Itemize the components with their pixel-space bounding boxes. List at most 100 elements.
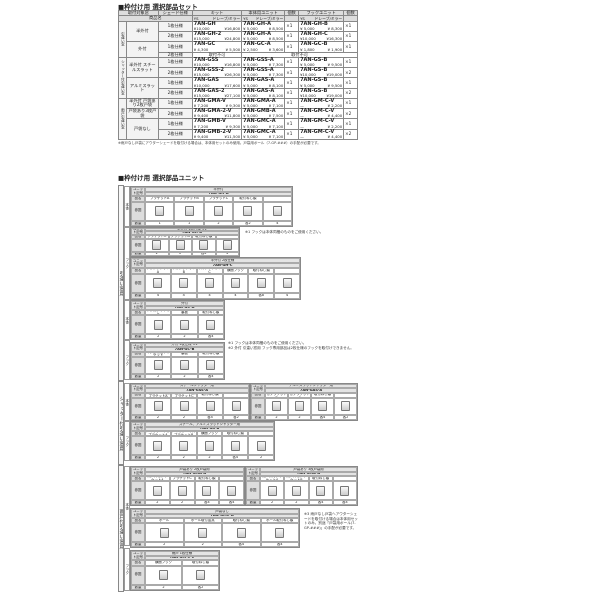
part-illustration (197, 315, 224, 334)
not-available: 取付不可 (191, 51, 243, 58)
part-illustration (288, 397, 311, 416)
qty-label: 数量 (251, 415, 265, 420)
price-headers: YS ドレープ/ミラー (241, 15, 286, 22)
section1-title: 枠付け用 選択部品セット (118, 1, 198, 11)
part-illustration (171, 356, 198, 375)
bracket-icon (184, 206, 194, 217)
unit-title: 半外付 (145, 187, 292, 192)
unit-code-label: ユニット記号 (131, 228, 145, 235)
part-qty: 2 (145, 415, 171, 420)
part-name: 取付ねじ類 (182, 560, 219, 566)
part-name: 雨戸枠付ブラケットA (145, 476, 170, 482)
unit-title: アルミスラットシャッター用 (265, 384, 357, 389)
part-qty: 各4 (197, 374, 224, 379)
bracket-icon (275, 527, 285, 538)
note-3: ※3 雨戸なし戸袋へアウターシェードを取付ける場合は本体用セットのみ。別途「戸袋… (304, 512, 358, 531)
name-label: 品名 (131, 476, 145, 482)
name-label: 品名 (131, 310, 145, 316)
unit-code-label: ユニット記号 (131, 187, 145, 197)
bracket-icon (295, 401, 304, 412)
hook-cell: 7AN-GS-B ¥ 5,000 ¥ 9,500 (298, 77, 345, 89)
part-illustration (197, 356, 224, 375)
part-illustration (215, 238, 239, 253)
part-name: ブラケットC (203, 196, 234, 202)
part-name: 雨戸枠付ブラケットB (284, 476, 309, 482)
unit-code: 7AN-GM-C-V (145, 555, 219, 561)
part-name: 取付ねじ類 (197, 351, 224, 357)
spec-cell: 1枚仕様 (157, 118, 193, 130)
name-label: 品名 (246, 476, 260, 482)
name-label: 品名 (131, 196, 145, 202)
hook-qty: ×2 (343, 128, 358, 140)
part-name: 取付ねじ類 (311, 392, 334, 398)
table-row: 2枚仕様 7AN-GSS-2 ¥15,000 ¥26,300 7AN-GSS-A ¥ 5,… (119, 67, 358, 79)
bracket-icon (341, 401, 350, 412)
part-illustration (145, 356, 172, 375)
part-name (223, 392, 249, 398)
table-row: シャッター付引違い窓 半外付 スチールスラット 1枚仕様 7AN-GSS ¥10,000… (117, 56, 358, 99)
part-name: 取付ねじ類 (248, 267, 275, 274)
sub-label: 本体 (124, 300, 130, 340)
qty-label: 数量 (131, 252, 145, 256)
part-qty: 4 (274, 293, 300, 299)
bracket-icon (340, 485, 350, 496)
part-illustration (262, 201, 292, 221)
bracket-icon (227, 485, 237, 496)
part-name: 裏板 (171, 351, 198, 357)
bracket-icon (199, 240, 209, 251)
part-name: 横面フック (145, 560, 182, 566)
part-qty: 各4 (308, 499, 333, 505)
part-qty: 2 (145, 499, 170, 505)
hook-cell: 7AN-GC-B ¥ 1,800 ¥ 1,900 (298, 41, 345, 53)
hook-qty: ×1 (343, 118, 358, 130)
part-qty: 4 (262, 220, 292, 226)
parts-unit: ユニット記号 戸袋あり 2枚戸袋用 7AN-GMA-A 品名 雨戸枠付ブラケットA ブラケ… (130, 466, 245, 506)
sub-label: 本体 (124, 383, 130, 421)
part-illustration (260, 481, 285, 500)
unit-code: 7AN-GH-B (145, 231, 239, 235)
parts-unit: ユニット記号 スチール、アルミスラットシャッター用 7AN-GS-B 品名 シャッター下… (130, 421, 275, 461)
body-qty: ×1 (284, 87, 300, 99)
name-label: 品名 (131, 518, 145, 524)
col-hook-qty: 個数 (343, 9, 358, 17)
part-illustration (274, 273, 300, 294)
body-qty: ×1 (284, 56, 300, 69)
parts-unit: ユニット記号 外付 7AN-GC-A 品名 本体用ブラケット 裏板 取付ねじ類 参図 数量 2 2 各… (130, 300, 225, 340)
hook-cell: 7AN-GS-B ¥10,000 ¥19,000 (298, 87, 345, 99)
part-qty: 各8 (248, 293, 275, 299)
qty-label: 数量 (131, 220, 145, 226)
fig-label: 参図 (251, 397, 265, 416)
bracket-icon (179, 319, 189, 330)
part-qty: 各4 (260, 541, 299, 547)
unit-code: 7AN-GC-B (145, 347, 224, 352)
parts-unit: ユニット記号 戸袋あり 3枚戸袋用 7AN-GMB-A 品名 雨戸枠付ブラケットA 雨戸枠… (245, 466, 358, 506)
part-name: 下枠ブラケットB (170, 267, 197, 274)
name-label: 品名 (131, 234, 145, 239)
part-illustration (222, 273, 249, 294)
kit-cell: 7AN-GMB-V ¥ 7,200 ¥ 9,300 (191, 118, 243, 130)
hook-qty: ×2 (343, 108, 358, 120)
bracket-icon (206, 360, 216, 371)
part-qty: 4 (215, 252, 239, 256)
hook-qty: ×1 (343, 56, 358, 69)
part-name: 雨戸枠付ブラケットA (260, 476, 285, 482)
parts-unit: ユニット記号 半外付 2枚仕様 7AN-GH-C 品名 下枠ブラケットA 下枠ブラケットB… (130, 257, 301, 300)
part-illustration (194, 481, 220, 500)
part-name (219, 476, 244, 482)
parts-set-block: 取付対象窓 シェード仕様 キット 本体用ユニット 個数 フックユニット 個数 商品名 YS ドレ… (117, 9, 358, 146)
part-illustration (169, 481, 195, 500)
bracket-icon (179, 360, 189, 371)
part-illustration (145, 565, 182, 585)
part-illustration (260, 523, 299, 542)
unit-title: スチール、アルミスラットシャッター用 (145, 422, 274, 427)
type-cell: 半外付 スチールスラット (126, 56, 159, 79)
body-cell: 7AN-GAS-A ¥ 5,000 ¥ 8,100 (241, 77, 286, 89)
parts-unit: ユニット記号 戸袋なし 7AN-GMC-A 品名 ポール ポール取付金具 取付ねじ類 ポール取… (130, 508, 300, 548)
part-name: マグ締付用ブラケット (145, 351, 172, 357)
part-name: 取付ねじ類 (222, 518, 261, 524)
bracket-icon (230, 278, 240, 289)
part-name: シャッター下枠ブラケットA (145, 431, 171, 437)
spec-cell: 1枚仕様 (157, 41, 193, 53)
part-qty: 各2 (334, 415, 357, 420)
bracket-icon (152, 240, 162, 251)
